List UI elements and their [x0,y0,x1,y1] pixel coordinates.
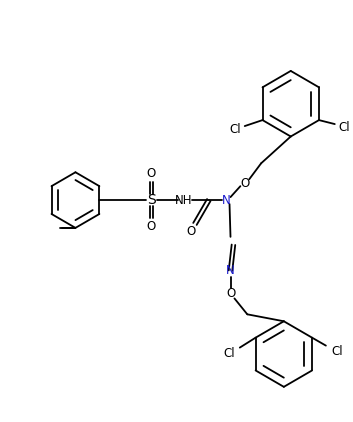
Text: Cl: Cl [229,122,241,135]
Text: S: S [147,193,156,207]
Text: Cl: Cl [331,345,342,358]
Text: N: N [226,264,235,277]
Text: NH: NH [175,194,193,207]
Text: O: O [147,220,156,233]
Text: O: O [147,167,156,180]
Text: Cl: Cl [339,121,351,133]
Text: O: O [241,177,250,189]
Text: N: N [222,194,231,207]
Text: O: O [226,287,235,300]
Text: Cl: Cl [223,347,235,360]
Text: O: O [186,225,196,238]
